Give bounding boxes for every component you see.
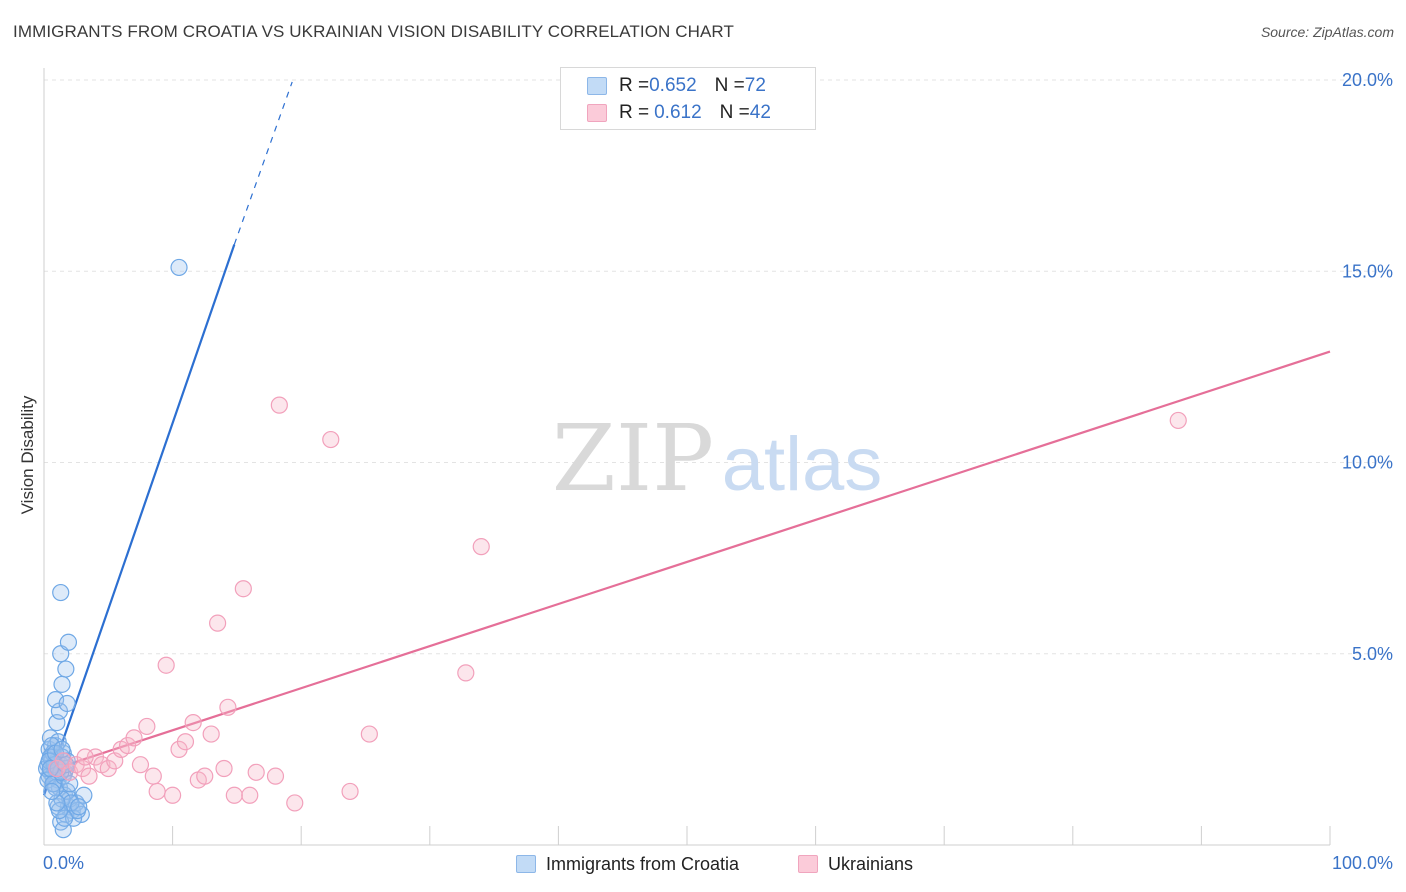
legend-row-croatia: R = 0.652 N = 72 <box>587 73 766 99</box>
point-ukrainians <box>184 713 202 732</box>
point-ukrainians <box>472 538 490 556</box>
point-ukrainians <box>209 614 227 632</box>
y-tick-label: 20.0% <box>1342 70 1393 90</box>
point-ukrainians <box>266 767 285 785</box>
point-ukrainians <box>234 580 252 598</box>
legend-label-croatia: Immigrants from Croatia <box>546 853 740 874</box>
legend-item-ukrainians[interactable]: Ukrainians <box>798 851 913 877</box>
legend-n-value: 42 <box>749 102 771 123</box>
point-ukrainians <box>215 759 233 778</box>
point-ukrainians <box>241 786 259 804</box>
point-ukrainians <box>202 725 220 743</box>
point-ukrainians <box>144 767 162 785</box>
watermark-zip: ZIP <box>552 405 714 512</box>
legend-swatch-croatia <box>516 855 536 873</box>
watermark: ZIP atlas <box>552 405 882 512</box>
point-ukrainians <box>76 748 94 766</box>
stats-legend: R = 0.652 N = 72 R = 0.612 N = 42 <box>560 67 816 130</box>
chart-title: IMMIGRANTS FROM CROATIA VS UKRAINIAN VIS… <box>13 22 734 41</box>
point-croatia <box>170 258 188 277</box>
y-tick-label: 10.0% <box>1342 453 1393 473</box>
point-croatia <box>41 759 60 778</box>
point-ukrainians <box>131 756 150 774</box>
point-ukrainians <box>341 782 359 801</box>
x-tick-label: 0.0% <box>43 853 84 873</box>
point-croatia <box>43 782 61 801</box>
point-ukrainians <box>219 698 237 716</box>
point-ukrainians <box>138 717 156 736</box>
point-ukrainians <box>225 786 243 804</box>
legend-r-value: 0.652 <box>649 75 697 96</box>
watermark-atlas: atlas <box>722 422 883 507</box>
y-tick-label: 15.0% <box>1342 261 1393 281</box>
legend-r-value: 0.612 <box>654 102 702 123</box>
tick-labels: 5.0% 10.0% 15.0% 20.0% 0.0% 100.0% <box>43 70 1393 873</box>
legend-label-ukrainians: Ukrainians <box>828 853 914 874</box>
point-ukrainians <box>322 430 340 449</box>
point-ukrainians <box>125 729 143 747</box>
trend-line-ukrainians <box>43 350 1331 774</box>
trend-line-croatia <box>42 244 236 796</box>
point-ukrainians <box>157 656 175 674</box>
axes <box>43 68 1331 846</box>
legend-row-ukrainians: R = 0.612 N = 42 <box>587 100 771 126</box>
point-croatia <box>58 694 76 713</box>
point-ukrainians <box>457 664 475 682</box>
point-croatia <box>57 660 75 678</box>
point-ukrainians <box>247 763 265 781</box>
legend-swatch-ukrainians <box>798 855 818 873</box>
point-croatia <box>59 633 78 651</box>
legend-n-label: N = <box>714 75 745 96</box>
y-tick-label: 5.0% <box>1352 644 1393 664</box>
point-ukrainians <box>176 733 195 751</box>
legend-item-croatia[interactable]: Immigrants from Croatia <box>516 851 739 877</box>
point-ukrainians <box>360 725 378 743</box>
point-ukrainians <box>270 396 288 414</box>
legend-n-value: 72 <box>744 75 766 96</box>
point-ukrainians <box>80 767 98 785</box>
trend-line-croatia-extension <box>233 81 293 245</box>
point-ukrainians <box>164 786 182 804</box>
legend-swatch-croatia <box>587 77 607 95</box>
grid-lines <box>44 79 1390 655</box>
point-ukrainians <box>1169 411 1187 430</box>
legend-r-label: R = <box>619 75 650 96</box>
source-label: Source: ZipAtlas.com <box>1260 24 1394 40</box>
point-croatia <box>70 798 88 816</box>
data-points <box>37 258 1187 839</box>
legend-n-label: N = <box>719 102 750 123</box>
legend-swatch-ukrainians <box>587 104 607 122</box>
point-croatia <box>52 583 70 602</box>
x-tick-label: 100.0% <box>1332 853 1393 873</box>
point-ukrainians <box>196 767 214 785</box>
point-croatia <box>53 675 71 693</box>
point-ukrainians <box>286 794 304 812</box>
legend-r-label: R = <box>619 102 650 123</box>
point-ukrainians <box>148 782 166 801</box>
